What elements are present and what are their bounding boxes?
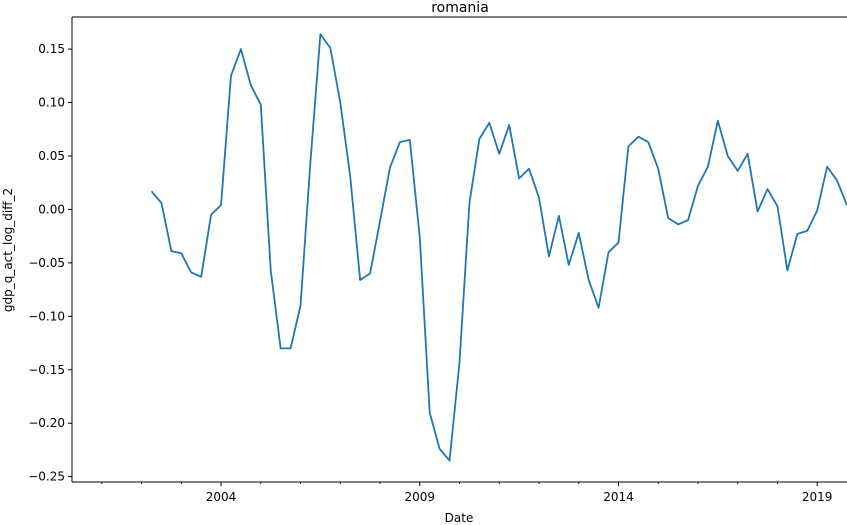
y-axis-label: gdp_q_act_log_diff_2 [1,188,15,312]
y-tick-label: −0.25 [28,470,65,484]
x-axis-ticks: 2004 2009 2014 2019 [101,482,833,504]
plot-area [150,33,847,462]
y-tick-label: −0.15 [28,363,65,377]
x-tick-label: 2014 [603,490,634,504]
x-tick-label: 2009 [404,490,435,504]
y-tick-label: −0.05 [28,256,65,270]
y-tick-label: 0.05 [38,149,65,163]
y-tick-label: 0.15 [38,42,65,56]
y-tick-label: 0.00 [38,202,65,216]
x-axis-label: Date [445,511,474,525]
y-tick-label: −0.20 [28,416,65,430]
y-tick-label: 0.10 [38,96,65,110]
chart-title: romania [431,0,489,16]
y-axis-ticks: −0.25 −0.20 −0.15 −0.10 −0.05 0.00 0.05 0.10 0.1… [28,42,72,484]
x-tick-label: 2019 [802,490,833,504]
series-line [150,33,847,462]
y-tick-label: −0.10 [28,309,65,323]
x-tick-label: 2004 [206,490,237,504]
